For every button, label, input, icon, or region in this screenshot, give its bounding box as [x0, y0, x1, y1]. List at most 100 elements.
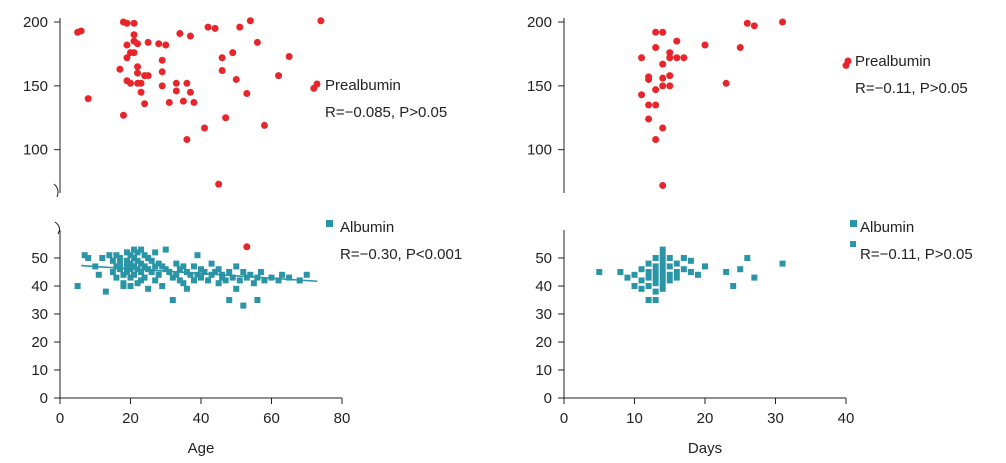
albumin-point — [113, 263, 120, 270]
albumin-point — [208, 260, 215, 267]
albumin-point — [127, 252, 134, 259]
albumin-point — [120, 283, 127, 289]
albumin-point — [723, 269, 730, 275]
y-tick-label: 10 — [31, 362, 48, 379]
prealbumin-point — [218, 67, 226, 75]
days-prealbumin-points — [638, 18, 850, 189]
albumin-point — [645, 274, 652, 281]
x-tick-label: 20 — [122, 410, 139, 427]
albumin-point — [155, 271, 162, 278]
albumin-point — [148, 269, 155, 275]
albumin-point — [212, 269, 219, 275]
albumin-point — [652, 297, 659, 303]
albumin-point — [123, 263, 130, 270]
albumin-point — [134, 257, 141, 264]
prealbumin-point — [186, 88, 194, 96]
albumin-point — [159, 283, 166, 289]
albumin-point — [145, 266, 152, 273]
albumin-point — [233, 263, 240, 270]
age-chart: 100 150 200 0 10 20 30 40 50 0 20 40 60 80 Age Prea… — [23, 14, 462, 457]
albumin-point — [113, 274, 120, 281]
prealbumin-point — [232, 75, 240, 83]
albumin-point — [194, 252, 201, 259]
albumin-point — [127, 260, 134, 267]
age-albumin-legend: Albumin — [340, 219, 394, 236]
days-x-axis-label: Days — [688, 440, 722, 457]
y-tick-label: 100 — [23, 142, 48, 159]
prealbumin-point — [123, 41, 131, 49]
albumin-point — [116, 260, 123, 267]
prealbumin-point — [137, 88, 145, 96]
albumin-point — [155, 260, 162, 267]
albumin-point — [134, 249, 141, 256]
albumin-point — [659, 246, 666, 253]
prealbumin-point — [116, 65, 124, 73]
albumin-point — [229, 274, 236, 281]
prealbumin-point — [659, 74, 667, 82]
age-prealbumin-legend-marker — [313, 80, 321, 88]
prealbumin-point — [158, 68, 166, 76]
y-tick-label: 200 — [23, 14, 48, 31]
albumin-point — [659, 263, 666, 270]
albumin-point — [254, 297, 261, 303]
albumin-point — [162, 246, 169, 253]
prealbumin-point — [190, 98, 198, 106]
albumin-point — [180, 263, 187, 270]
y-tick-label: 20 — [535, 334, 552, 351]
age-albumin-annotation: R=−0.30, P<0.001 — [340, 246, 462, 263]
y-tick-label: 200 — [527, 14, 552, 31]
albumin-point — [222, 277, 229, 284]
albumin-point — [737, 266, 744, 273]
albumin-point — [123, 257, 130, 264]
albumin-point — [286, 274, 293, 281]
prealbumin-point — [750, 22, 758, 30]
albumin-point — [141, 252, 148, 259]
prealbumin-point — [246, 17, 254, 25]
prealbumin-point — [134, 40, 142, 48]
days-albumin-points — [596, 241, 857, 303]
prealbumin-point — [229, 49, 237, 57]
albumin-point — [109, 269, 116, 275]
prealbumin-point — [260, 121, 268, 129]
albumin-point — [109, 257, 116, 264]
prealbumin-point — [243, 90, 251, 98]
albumin-point — [131, 271, 138, 278]
prealbumin-point — [638, 91, 646, 99]
prealbumin-point — [659, 82, 667, 90]
albumin-point — [659, 274, 666, 281]
prealbumin-point — [666, 82, 674, 90]
prealbumin-point — [134, 63, 142, 71]
prealbumin-point — [652, 28, 660, 36]
age-prealbumin-annotation: R=−0.085, P>0.05 — [325, 104, 447, 121]
prealbumin-point — [701, 41, 709, 49]
albumin-point — [687, 269, 694, 275]
albumin-point — [652, 263, 659, 270]
age-lower-y-ticks: 0 10 20 30 40 50 — [31, 250, 60, 407]
x-tick-label: 80 — [334, 410, 351, 427]
albumin-point — [138, 269, 145, 275]
albumin-point — [680, 266, 687, 273]
albumin-point — [92, 263, 99, 270]
prealbumin-point — [179, 97, 187, 105]
albumin-point — [666, 271, 673, 278]
albumin-point — [659, 252, 666, 259]
albumin-point — [779, 260, 786, 267]
prealbumin-point — [285, 52, 293, 60]
x-tick-label: 10 — [626, 410, 643, 427]
albumin-point — [113, 252, 120, 259]
age-upper-y-ticks: 100 150 200 — [23, 14, 60, 159]
prealbumin-point — [736, 44, 744, 52]
albumin-point — [201, 269, 208, 275]
albumin-point — [645, 297, 652, 303]
albumin-point — [190, 263, 197, 270]
prealbumin-point — [659, 60, 667, 68]
prealbumin-point — [659, 181, 667, 189]
albumin-point — [120, 271, 127, 278]
prealbumin-point — [119, 111, 127, 119]
prealbumin-point — [183, 79, 191, 87]
albumin-point — [85, 255, 92, 261]
albumin-point — [645, 269, 652, 275]
albumin-point — [673, 274, 680, 281]
y-tick-label: 100 — [527, 142, 552, 159]
x-tick-label: 0 — [56, 410, 64, 427]
